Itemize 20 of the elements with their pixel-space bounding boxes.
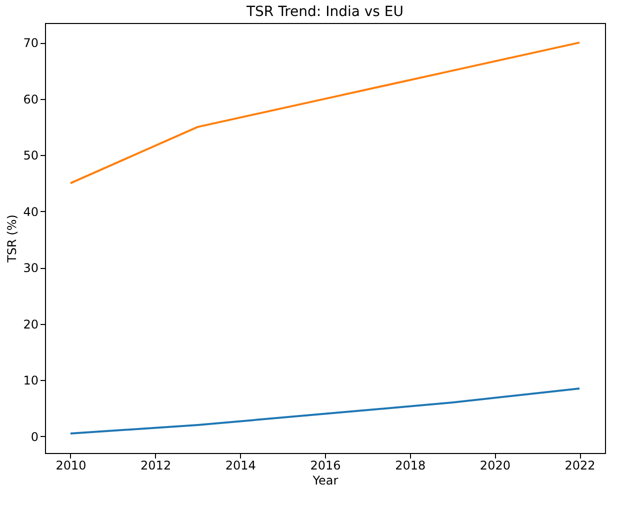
y-tick-label: 10 — [23, 374, 38, 388]
x-tick-label: 2022 — [564, 458, 596, 472]
x-tick-label: 2016 — [310, 458, 341, 472]
x-tick-label: 2020 — [480, 458, 510, 472]
y-tick-label: 50 — [23, 148, 38, 163]
chart-title: TSR Trend: India vs EU — [245, 4, 404, 20]
x-tick-label: 2012 — [140, 458, 172, 472]
y-tick-label: 60 — [23, 92, 38, 106]
y-tick-label: 30 — [23, 261, 38, 276]
x-tick-label: 2018 — [395, 458, 426, 472]
y-tick-label: 0 — [30, 430, 38, 444]
line-series — [69, 387, 581, 434]
line-series — [69, 42, 581, 184]
y-tick-label: 40 — [23, 204, 38, 219]
x-tick-label: 2010 — [56, 458, 86, 472]
y-tick-label: 70 — [23, 36, 38, 50]
x-axis-title: Year — [312, 474, 338, 488]
y-tick-label: 20 — [23, 317, 38, 332]
y-axis-title: TSR (%) — [5, 214, 20, 264]
x-tick-label: 2014 — [225, 458, 256, 472]
